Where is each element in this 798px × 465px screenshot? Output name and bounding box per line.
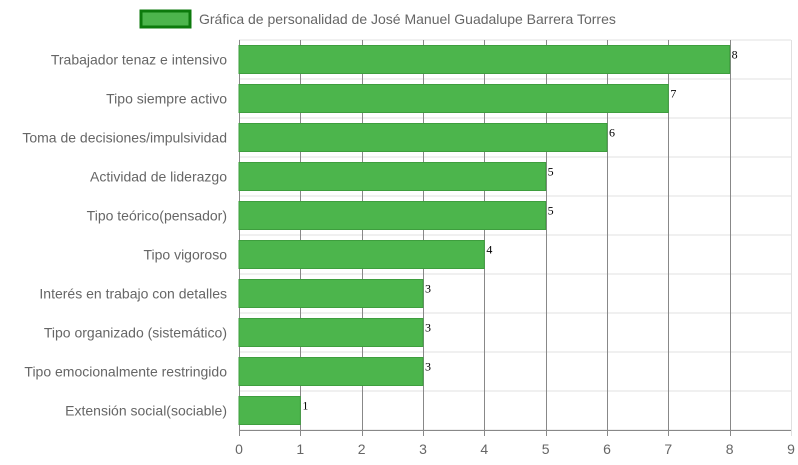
x-tick-label: 9	[787, 441, 795, 457]
x-tick-label: 6	[603, 441, 611, 457]
x-tick-label: 0	[235, 441, 243, 457]
bar[interactable]	[238, 84, 669, 113]
x-axis-tick-labels: 0 1 2 3 4 5 6 7 8 9	[235, 441, 795, 457]
bar[interactable]	[238, 162, 547, 191]
category-label: Tipo emocionalmente restringido	[24, 364, 227, 380]
x-tick-label: 5	[542, 441, 550, 457]
data-labels: 8 7 6 5 5 4 3 3 3 1	[302, 48, 737, 413]
category-label: Trabajador tenaz e intensivo	[51, 52, 227, 68]
data-label: 6	[609, 126, 615, 140]
category-label: Tipo siempre activo	[106, 91, 227, 107]
data-label: 8	[732, 48, 738, 62]
category-label: Toma de decisiones/impulsividad	[22, 130, 227, 146]
category-label: Interés en trabajo con detalles	[39, 286, 227, 302]
bars	[238, 45, 731, 425]
data-label: 3	[425, 321, 431, 335]
data-label: 1	[302, 399, 308, 413]
data-label: 5	[548, 204, 554, 218]
category-labels: Trabajador tenaz e intensivo Tipo siempre…	[22, 52, 227, 419]
x-tick-label: 3	[419, 441, 427, 457]
legend: Gráfica de personalidad de José Manuel G…	[139, 9, 616, 29]
data-label: 4	[486, 243, 492, 257]
legend-swatch	[139, 9, 192, 29]
category-label: Extensión social(sociable)	[65, 403, 227, 419]
x-tick-label: 8	[726, 441, 734, 457]
x-tick-label: 2	[358, 441, 366, 457]
data-label: 3	[425, 360, 431, 374]
x-tick-label: 1	[296, 441, 304, 457]
bar[interactable]	[238, 45, 731, 74]
category-label: Actividad de liderazgo	[90, 169, 227, 185]
bar[interactable]	[238, 357, 424, 386]
data-label: 7	[670, 87, 676, 101]
category-label: Tipo organizado (sistemático)	[44, 325, 227, 341]
bar[interactable]	[238, 201, 547, 230]
x-tick-label: 4	[480, 441, 488, 457]
bar[interactable]	[238, 318, 424, 347]
category-label: Tipo vigoroso	[143, 247, 227, 263]
bar[interactable]	[238, 396, 301, 425]
legend-label: Gráfica de personalidad de José Manuel G…	[199, 11, 616, 27]
category-label: Tipo teórico(pensador)	[87, 208, 227, 224]
bar[interactable]	[238, 123, 608, 152]
bar[interactable]	[238, 279, 424, 308]
bar[interactable]	[238, 240, 485, 269]
data-label: 5	[548, 165, 554, 179]
data-label: 3	[425, 282, 431, 296]
x-tick-label: 7	[664, 441, 672, 457]
